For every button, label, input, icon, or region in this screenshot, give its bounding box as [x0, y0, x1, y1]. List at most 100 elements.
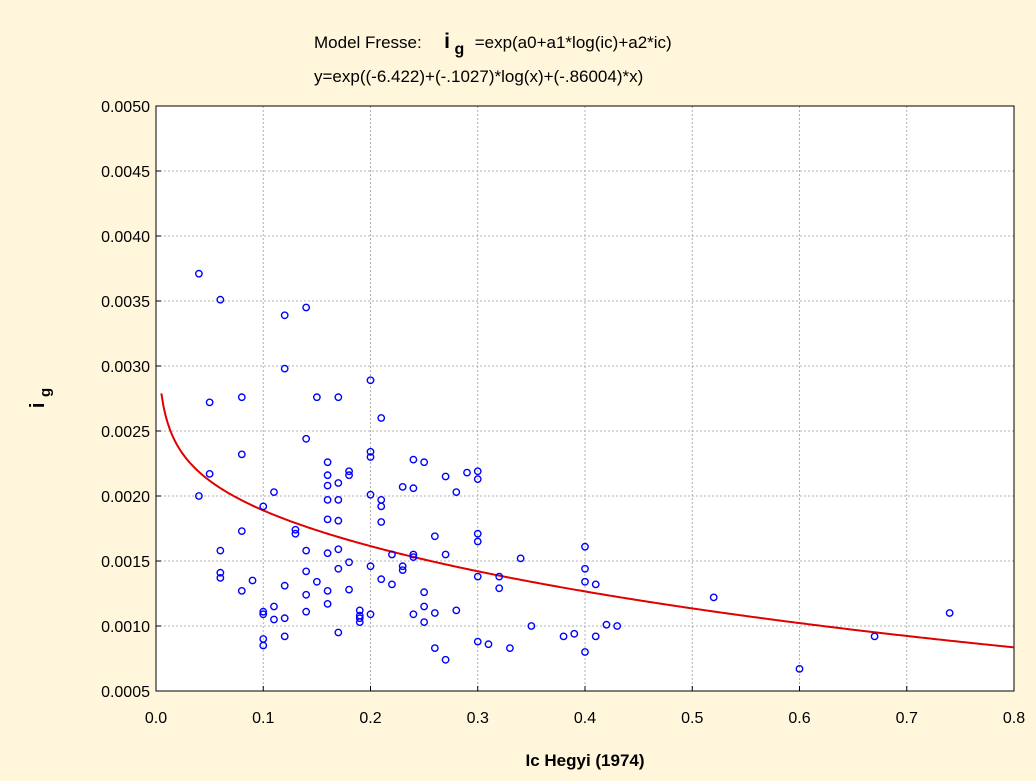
- data-point: [216, 574, 225, 582]
- data-point: [302, 590, 311, 599]
- data-point: [870, 632, 879, 641]
- data-point: [259, 641, 268, 650]
- data-point: [334, 564, 343, 573]
- x-tick-labels: 0.0 0.1 0.2 0.3 0.4 0.5 0.6 0.7 0.8: [145, 710, 1025, 727]
- data-point: [205, 469, 214, 478]
- data-point: [398, 566, 407, 574]
- x-tick-label: 0.4: [574, 710, 596, 727]
- y-tick-labels: 0.0005 0.0010 0.0015 0.0020 0.0025 0.0030 0.00…: [101, 99, 150, 701]
- data-point: [613, 622, 622, 630]
- data-point: [323, 458, 332, 467]
- data-point: [334, 479, 343, 487]
- data-point: [334, 628, 343, 637]
- y-tick-label: 0.0005: [101, 684, 150, 701]
- data-point: [409, 550, 418, 559]
- x-tick-label: 0.8: [1003, 710, 1025, 727]
- data-point: [398, 482, 407, 491]
- data-point: [280, 632, 289, 641]
- data-point: [259, 607, 268, 616]
- data-point: [452, 488, 461, 496]
- data-point: [473, 572, 482, 581]
- data-point: [441, 472, 450, 481]
- data-point: [334, 545, 343, 554]
- y-axis-symbol: i: [27, 403, 49, 409]
- data-point: [581, 577, 589, 586]
- data-point: [345, 585, 353, 594]
- data-point: [334, 516, 343, 525]
- data-point: [516, 554, 525, 563]
- data-point: [709, 593, 718, 602]
- title-formula: =exp(a0+a1*log(ic)+a2*ic): [475, 33, 672, 52]
- data-point: [570, 629, 579, 638]
- data-point: [291, 529, 300, 538]
- data-point: [484, 640, 493, 649]
- data-point: [366, 447, 375, 456]
- data-point: [473, 637, 482, 646]
- data-point: [420, 602, 429, 611]
- title-symbol: i: [444, 30, 450, 53]
- data-point: [430, 644, 439, 652]
- data-point: [259, 502, 268, 511]
- title-prefix: Model Fresse:: [314, 33, 422, 52]
- data-point: [302, 567, 311, 576]
- y-tick-label: 0.0040: [101, 229, 150, 246]
- data-point: [237, 527, 246, 535]
- x-tick-label: 0.1: [252, 710, 274, 727]
- y-tick-label: 0.0050: [101, 99, 150, 116]
- data-point: [280, 614, 289, 623]
- data-point: [473, 529, 482, 538]
- data-point: [452, 606, 461, 615]
- data-point: [270, 488, 278, 496]
- data-point: [270, 615, 278, 624]
- plot-frame: [155, 105, 1015, 692]
- data-point: [334, 495, 343, 504]
- data-point: [581, 564, 589, 573]
- data-point: [366, 490, 375, 499]
- chart-title: Model Fresse: i g =exp(a0+a1*log(ic)+a2*…: [314, 30, 672, 58]
- data-point: [216, 295, 225, 304]
- x-tick-label: 0.2: [359, 710, 381, 727]
- data-point: [323, 549, 332, 558]
- data-point: [795, 665, 804, 673]
- data-point: [495, 584, 504, 593]
- data-point: [495, 572, 504, 581]
- data-point: [280, 364, 289, 373]
- y-axis-label: i g: [27, 388, 54, 408]
- data-point: [366, 562, 375, 571]
- data-point: [430, 609, 439, 617]
- data-point: [602, 620, 611, 629]
- data-point: [581, 542, 589, 551]
- title-subscript: g: [454, 41, 464, 58]
- data-point: [463, 468, 471, 477]
- data-point: [420, 588, 429, 597]
- data-point: [280, 581, 289, 590]
- data-point: [473, 475, 482, 483]
- data-point: [591, 580, 600, 589]
- data-point: [323, 471, 332, 480]
- y-tick-label: 0.0025: [101, 424, 150, 441]
- y-tick-label: 0.0020: [101, 489, 150, 506]
- data-point: [270, 602, 278, 611]
- data-point: [194, 492, 203, 500]
- data-point: [441, 655, 450, 664]
- data-point: [398, 562, 407, 571]
- x-tick-label: 0.5: [681, 710, 703, 727]
- data-point: [345, 558, 353, 567]
- chart-subtitle: y=exp((-6.422)+(-.1027)*log(x)+(-.86004)…: [314, 67, 643, 86]
- x-tick-label: 0.3: [467, 710, 489, 727]
- data-point: [302, 546, 311, 555]
- y-tick-label: 0.0035: [101, 294, 150, 311]
- data-point: [366, 453, 375, 461]
- data-point: [527, 622, 536, 630]
- data-point: [945, 609, 954, 617]
- data-point: [388, 580, 396, 589]
- x-axis-label: Ic Hegyi (1974): [525, 751, 644, 770]
- data-point: [259, 610, 268, 619]
- data-points: [194, 269, 954, 673]
- data-point: [312, 393, 321, 402]
- data-point: [409, 610, 418, 619]
- data-point: [291, 525, 300, 534]
- data-point: [409, 553, 418, 561]
- data-point: [377, 518, 386, 526]
- data-point: [473, 537, 482, 546]
